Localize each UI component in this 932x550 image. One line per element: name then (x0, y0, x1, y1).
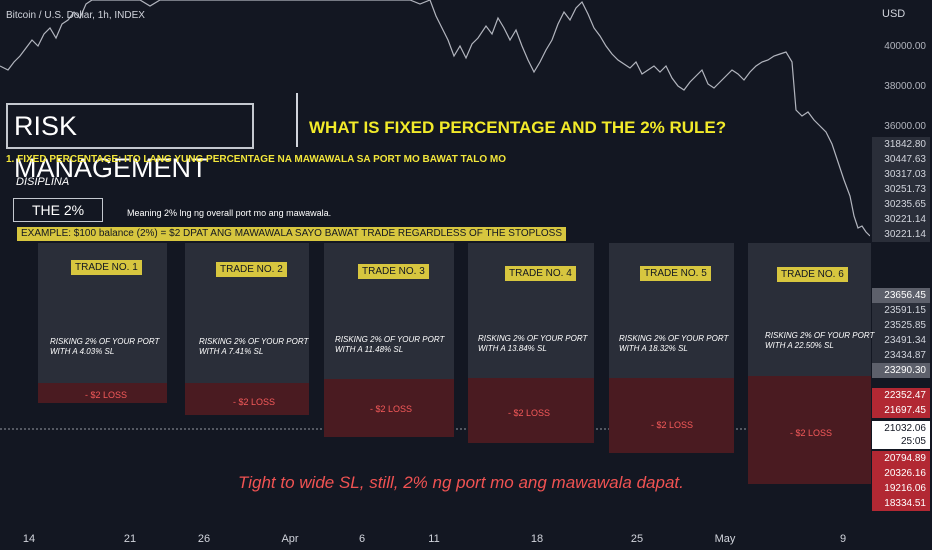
price-tag: 30221.14 (872, 227, 930, 242)
price-tag: 19216.06 (872, 481, 930, 496)
trade-loss-zone-1 (38, 383, 167, 403)
loss-text-2: - $2 LOSS (233, 397, 276, 407)
price-tag: 22352.47 (872, 388, 930, 403)
trade-label-4: TRADE NO. 4 (505, 266, 576, 281)
trade-label-1: TRADE NO. 1 (71, 260, 142, 275)
trade-description-4: RISKING 2% OF YOUR PORT WITH A 13.84% SL (478, 334, 588, 353)
trade-card-6 (748, 243, 871, 376)
time-label: 26 (197, 533, 211, 545)
trade-description-5: RISKING 2% OF YOUR PORT WITH A 18.32% SL (619, 334, 729, 353)
price-tag: 23434.87 (872, 348, 930, 363)
time-label: 21 (123, 533, 137, 545)
price-tag: 21032.06 (872, 421, 930, 436)
trade-label-5: TRADE NO. 5 (640, 266, 711, 281)
price-line (0, 0, 870, 237)
price-tag: 21697.45 (872, 403, 930, 418)
risk-management-title: RISK MANAGEMENT (6, 103, 254, 183)
price-axis[interactable]: USD 40000.00 38000.00 36000.00 (870, 0, 932, 525)
price-tag: 30251.73 (872, 182, 930, 197)
divider (296, 93, 298, 147)
trade-label-6: TRADE NO. 6 (777, 267, 848, 282)
question-heading: WHAT IS FIXED PERCENTAGE AND THE 2% RULE… (309, 118, 727, 137)
price-tag: 20326.16 (872, 466, 930, 481)
trade-label-2: TRADE NO. 2 (216, 262, 287, 277)
loss-text-3: - $2 LOSS (370, 404, 413, 414)
price-tag: 30447.63 (872, 152, 930, 167)
loss-text-1: - $2 LOSS (85, 390, 128, 400)
price-tag: 30317.03 (872, 167, 930, 182)
currency-label: USD (882, 8, 906, 20)
meaning-text: Meaning 2% lng ng overall port mo ang ma… (127, 208, 332, 218)
time-label: Apr (281, 533, 299, 545)
price-tag: 23656.45 (872, 288, 930, 303)
time-label: May (714, 533, 736, 545)
trade-loss-zone-3 (324, 379, 454, 437)
trade-loss-zone-4 (468, 378, 594, 443)
fixed-percentage-text: 1. FIXED PERCENTAGE: ITO LANG YUNG PERCE… (6, 154, 507, 165)
price-label: 40000.00 (884, 41, 926, 52)
price-tag: 20794.89 (872, 451, 930, 466)
trade-description-1: RISKING 2% OF YOUR PORT WITH A 4.03% SL (50, 337, 160, 356)
time-axis[interactable]: 14 21 26 Apr 6 11 18 25 May 9 (0, 525, 932, 550)
trade-card-5 (609, 243, 734, 378)
two-percent-rule-box: THE 2% RULE (13, 198, 103, 240)
price-tag: 23290.30 (872, 363, 930, 378)
time-label: 14 (22, 533, 36, 545)
price-label: 38000.00 (884, 81, 926, 92)
trade-description-2: RISKING 2% OF YOUR PORT WITH A 7.41% SL (199, 337, 309, 356)
price-tag: 25:05 (872, 434, 930, 449)
price-tag: 30221.14 (872, 212, 930, 227)
price-tag: 30235.65 (872, 197, 930, 212)
trade-card-4 (468, 243, 594, 378)
time-label: 9 (839, 533, 847, 545)
trade-loss-zone-5 (609, 378, 734, 453)
trade-description-3: RISKING 2% OF YOUR PORT WITH A 11.48% SL (335, 335, 445, 354)
loss-text-4: - $2 LOSS (508, 408, 551, 418)
trade-description-6: RISKING 2% OF YOUR PORT WITH A 22.50% SL (765, 331, 875, 350)
time-label: 11 (428, 533, 440, 545)
time-label: 6 (358, 533, 366, 545)
trade-loss-zone-6 (748, 376, 871, 484)
footer-caption: Tight to wide SL, still, 2% ng port mo a… (238, 473, 684, 492)
time-label: 25 (630, 533, 644, 545)
time-label: 18 (530, 533, 544, 545)
price-label: 36000.00 (884, 121, 926, 132)
loss-text-6: - $2 LOSS (790, 428, 833, 438)
price-tag: 18334.51 (872, 496, 930, 511)
trade-loss-zone-2 (185, 383, 309, 415)
price-tag: 23525.85 (872, 318, 930, 333)
price-tag: 23591.15 (872, 303, 930, 318)
trade-label-3: TRADE NO. 3 (358, 264, 429, 279)
symbol-title: Bitcoin / U.S. Dollar, 1h, INDEX (6, 10, 145, 21)
loss-text-5: - $2 LOSS (651, 420, 694, 430)
disiplina-text: DISIPLINA (16, 176, 70, 188)
example-banner: EXAMPLE: $100 balance (2%) = $2 DPAT ANG… (17, 227, 567, 241)
price-tag: 31842.80 (872, 137, 930, 152)
price-tag: 23491.34 (872, 333, 930, 348)
